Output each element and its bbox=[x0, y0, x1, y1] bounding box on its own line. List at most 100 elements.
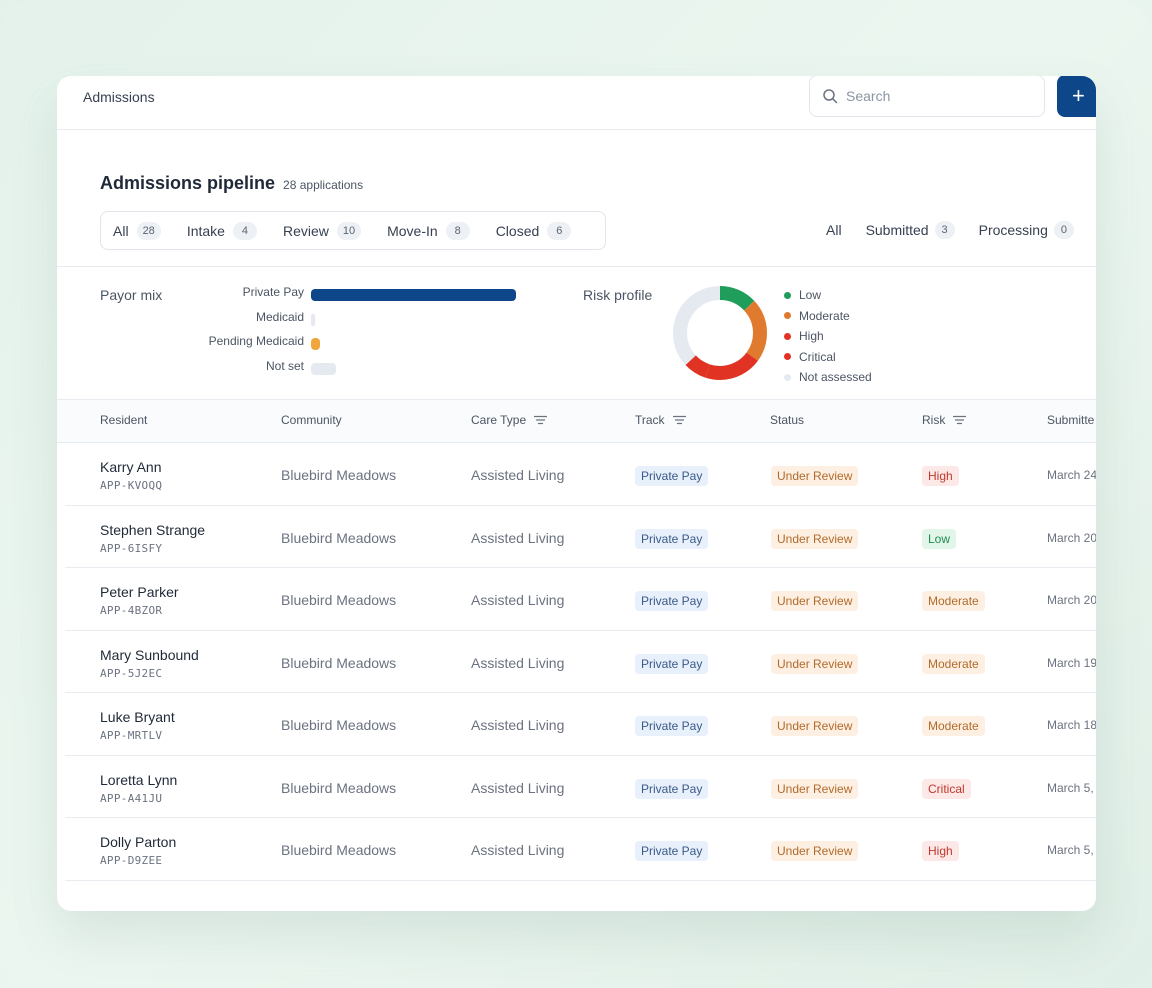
resident-name[interactable]: Dolly Parton bbox=[100, 834, 177, 850]
column-header-track[interactable]: Track bbox=[635, 413, 686, 427]
status-filter-label: All bbox=[826, 222, 842, 238]
filter-icon[interactable] bbox=[672, 415, 686, 425]
track-badge: Private Pay bbox=[635, 591, 709, 611]
table-row[interactable]: Stephen Strange APP-6ISFY Bluebird Meadows… bbox=[65, 506, 1096, 568]
filter-icon[interactable] bbox=[953, 415, 967, 425]
tab-count-badge: 28 bbox=[136, 221, 161, 240]
payor-row-medicaid: Medicaid bbox=[177, 310, 477, 326]
payor-name: Private Pay bbox=[242, 285, 304, 299]
status-badge: Under Review bbox=[771, 466, 859, 486]
page-title-row: Admissions pipeline 28 applications bbox=[100, 173, 363, 194]
donut-slice-high bbox=[673, 286, 767, 380]
tab-move-in[interactable]: Move-In 8 bbox=[387, 221, 470, 240]
column-label: Resident bbox=[100, 413, 148, 427]
payor-bar bbox=[311, 289, 516, 301]
tab-closed[interactable]: Closed 6 bbox=[495, 221, 572, 240]
status-badge: Under Review bbox=[771, 653, 859, 674]
resident-name[interactable]: Loretta Lynn bbox=[100, 771, 178, 788]
resident-name[interactable]: Mary Sunbound bbox=[100, 646, 199, 663]
tab-label: Move-In bbox=[387, 222, 438, 239]
track-badge: Private Pay bbox=[635, 466, 709, 486]
care-type: Assisted Living bbox=[471, 529, 565, 546]
status-filter-label: Processing bbox=[978, 222, 1048, 238]
payor-name: Not set bbox=[265, 359, 304, 374]
donut-slice-moderate bbox=[673, 286, 767, 380]
risk-profile-label: Risk profile bbox=[583, 287, 653, 303]
payor-name: Medicaid bbox=[255, 309, 304, 324]
admissions-window: Admissions + Admissions pipeline 28 appl… bbox=[57, 76, 1096, 911]
tab-count-badge: 10 bbox=[336, 221, 362, 240]
column-header-risk[interactable]: Risk bbox=[922, 413, 967, 427]
tab-intake[interactable]: Intake 4 bbox=[187, 221, 257, 240]
application-id: APP-A41JU bbox=[100, 791, 163, 805]
risk-badge: Critical bbox=[922, 778, 971, 799]
table-row[interactable]: Loretta Lynn APP-A41JU Bluebird Meadows Ass… bbox=[65, 756, 1096, 818]
application-id: APP-4BZOR bbox=[100, 604, 163, 617]
table-row[interactable]: Dolly Parton APP-D9ZEE Bluebird Meadows Ass… bbox=[65, 818, 1096, 881]
submitted-date: March 5, bbox=[1047, 780, 1094, 795]
track-badge: Private Pay bbox=[635, 528, 709, 549]
legend-label: High bbox=[799, 329, 824, 344]
submitted-date: March 24 bbox=[1047, 468, 1096, 482]
section-divider bbox=[57, 266, 1096, 267]
application-id: APP-MRTLV bbox=[100, 729, 163, 742]
search-box[interactable] bbox=[809, 76, 1045, 117]
track-badge: Private Pay bbox=[635, 653, 709, 674]
status-filter-processing[interactable]: Processing 0 bbox=[979, 221, 1074, 239]
community: Bluebird Meadows bbox=[281, 467, 397, 483]
legend-item-not-assessed: Not assessed bbox=[784, 367, 872, 388]
payor-row-not-set: Not set bbox=[177, 359, 477, 376]
column-label: Community bbox=[281, 413, 342, 427]
risk-badge: Moderate bbox=[922, 591, 985, 611]
status-count-badge: 0 bbox=[1053, 221, 1074, 239]
column-header-resident: Resident bbox=[100, 413, 147, 427]
resident-name[interactable]: Peter Parker bbox=[100, 584, 179, 600]
tab-count-badge: 6 bbox=[547, 221, 572, 240]
column-label: Risk bbox=[922, 413, 946, 427]
submitted-date: March 20 bbox=[1047, 593, 1096, 607]
column-header-status: Status bbox=[770, 413, 804, 427]
filter-icon[interactable] bbox=[534, 415, 548, 425]
page-title: Admissions pipeline bbox=[100, 173, 276, 193]
track-badge: Private Pay bbox=[635, 778, 709, 799]
plus-icon: + bbox=[1072, 83, 1085, 108]
legend-item-moderate: Moderate bbox=[784, 306, 872, 327]
application-count: 28 applications bbox=[283, 178, 364, 192]
community: Bluebird Meadows bbox=[281, 529, 397, 546]
status-filter-label: Submitted bbox=[865, 222, 929, 238]
risk-badge: High bbox=[922, 466, 959, 486]
submitted-date: March 18 bbox=[1047, 718, 1096, 732]
resident-name[interactable]: Luke Bryant bbox=[100, 709, 175, 725]
payor-name: Pending Medicaid bbox=[208, 334, 304, 349]
status-count-badge: 3 bbox=[934, 221, 955, 239]
community: Bluebird Meadows bbox=[281, 779, 397, 796]
resident-name[interactable]: Stephen Strange bbox=[100, 521, 206, 538]
legend-label: Moderate bbox=[799, 308, 850, 323]
legend-dot bbox=[784, 312, 791, 320]
legend-dot bbox=[784, 373, 791, 381]
resident-name[interactable]: Karry Ann bbox=[100, 459, 162, 475]
table-row[interactable]: Mary Sunbound APP-5J2EC Bluebird Meadows As… bbox=[65, 631, 1096, 693]
status-filter-submitted[interactable]: Submitted 3 bbox=[866, 221, 955, 239]
search-input[interactable] bbox=[846, 88, 1026, 104]
column-header-care-type[interactable]: Care Type bbox=[471, 413, 548, 427]
status-filter-all[interactable]: All bbox=[826, 222, 842, 238]
status-badge: Under Review bbox=[771, 528, 859, 549]
breadcrumb[interactable]: Admissions bbox=[83, 89, 155, 105]
submitted-date: March 5, bbox=[1047, 843, 1094, 857]
application-id: APP-6ISFY bbox=[100, 541, 163, 555]
tab-review[interactable]: Review 10 bbox=[283, 221, 362, 240]
tab-all[interactable]: All 28 bbox=[113, 221, 161, 240]
stage-tabs: All 28 Intake 4 Review 10 Move-In 8 Closed 6 bbox=[100, 211, 606, 250]
table-row[interactable]: Peter Parker APP-4BZOR Bluebird Meadows Ass… bbox=[65, 568, 1096, 631]
tab-label: Closed bbox=[495, 222, 540, 239]
status-badge: Under Review bbox=[771, 716, 859, 736]
status-filters: All Submitted 3 Processing 0 bbox=[826, 221, 1096, 239]
add-application-button[interactable]: + bbox=[1057, 76, 1096, 117]
table-row[interactable]: Karry Ann APP-KVOQQ Bluebird Meadows Assist… bbox=[65, 443, 1096, 506]
table-row[interactable]: Luke Bryant APP-MRTLV Bluebird Meadows Assi… bbox=[65, 693, 1096, 756]
payor-row-pending-medicaid: Pending Medicaid bbox=[177, 334, 477, 351]
column-label: Status bbox=[770, 413, 805, 427]
payor-bar bbox=[311, 313, 315, 326]
column-label: Track bbox=[635, 413, 665, 427]
